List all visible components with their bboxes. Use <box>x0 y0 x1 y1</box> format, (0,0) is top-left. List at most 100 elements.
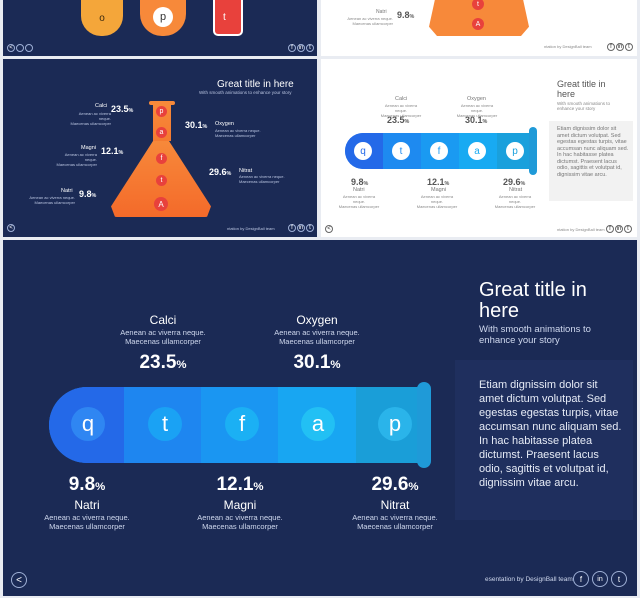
value-nitrat: 29.6% <box>371 474 419 495</box>
nav-home-icon[interactable] <box>16 44 24 52</box>
body-text: Etiam dignissim dolor sit amet dictum vo… <box>479 379 622 489</box>
facebook-icon[interactable]: f <box>607 43 615 51</box>
beaker-letter: o <box>94 10 110 26</box>
slide-thumb-tube-light[interactable]: Great title in here With smooth animation… <box>321 59 637 237</box>
slide-subtitle: With smooth animations to enhance your s… <box>199 90 292 95</box>
desc-calci: Aenean ac viverra neque. Maecenas ullamco… <box>70 111 111 126</box>
desc-natri: Aenean ac viverra neque. Maecenas ullamco… <box>29 195 75 205</box>
beaker-right: t <box>213 0 243 36</box>
nav-prev-icon[interactable]: < <box>7 224 15 232</box>
desc-nitrat: Aenean ac viverra neque. Maecenas ullamco… <box>494 194 536 209</box>
desc-nitrat: Aenean ac viverra neque. Maecenas ullamco… <box>352 513 438 531</box>
label-nitrat: Nitrat <box>380 498 410 512</box>
beaker-letter: t <box>223 12 226 23</box>
facebook-icon[interactable]: f <box>573 571 589 587</box>
desc-nitrat: Aenean ac viverra neque. Maecenas ullamco… <box>239 174 285 184</box>
tube-letter: a <box>468 142 486 160</box>
value-calci: 23.5% <box>111 104 134 114</box>
linkedin-icon[interactable]: in <box>592 571 608 587</box>
flask-letter: a <box>156 127 167 138</box>
value-oxygen: 30.1% <box>185 120 208 130</box>
label-magni: Magni <box>81 145 96 151</box>
linkedin-icon[interactable]: in <box>616 43 624 51</box>
label-oxygen: Oxygen <box>215 121 234 127</box>
facebook-icon[interactable]: f <box>288 44 296 52</box>
linkedin-icon[interactable]: in <box>615 225 623 233</box>
desc-oxygen: Aenean ac viverra neque. Maecenas ullamco… <box>274 328 360 346</box>
slide-subtitle: With smooth animations to enhance your st… <box>557 101 611 111</box>
desc-oxygen: Aenean ac viverra neque. Maecenas ullamco… <box>456 103 498 118</box>
label-magni: Magni <box>223 498 257 512</box>
tube-letter: a <box>301 407 335 441</box>
desc-natri: Aenean ac viverra neque. Maecenas ullamco… <box>44 513 130 531</box>
tube-letter: p <box>378 407 412 441</box>
tube-letter: q <box>71 407 105 441</box>
desc-natri: Aenean ac viverra neque. Maecenas ullamco… <box>347 16 393 26</box>
twitter-icon[interactable]: t <box>306 224 314 232</box>
label-oxygen: Oxygen <box>467 96 486 102</box>
facebook-icon[interactable]: f <box>288 224 296 232</box>
label-calci: Calci <box>395 96 408 102</box>
body-text: Etiam dignissim dolor sit amet dictum vo… <box>557 126 629 178</box>
flask-letter: A <box>154 197 168 211</box>
main-slide: Great title in here With smooth animation… <box>3 240 637 596</box>
label-oxygen: Oxygen <box>296 313 338 327</box>
slide-thumb-flask-light[interactable]: t A Natri 9.8% Aenean ac viverra neque. M… <box>321 0 637 56</box>
flask-letter: A <box>472 18 484 30</box>
value-nitrat: 29.6% <box>209 167 232 177</box>
slide-subtitle: With smooth animations to enhance your st… <box>479 324 591 346</box>
footer-credit: esentation by DesignBall team <box>485 576 573 583</box>
body-panel: Etiam dignissim dolor sit amet dictum vo… <box>455 360 633 520</box>
value-oxygen: 30.1% <box>293 352 341 373</box>
flask-letter: p <box>156 106 167 117</box>
value-oxygen: 30.1% <box>465 115 488 125</box>
slide-title: Great title in here <box>557 79 606 99</box>
facebook-icon[interactable]: f <box>606 225 614 233</box>
beaker-middle: p <box>140 0 186 36</box>
desc-magni: Aenean ac viverra neque. Maecenas ullamco… <box>416 194 458 209</box>
nav-prev-icon[interactable]: < <box>11 572 27 588</box>
beaker-left: o <box>81 0 123 36</box>
desc-magni: Aenean ac viverra neque. Maecenas ullamco… <box>197 513 283 531</box>
tube-letter: f <box>430 142 448 160</box>
twitter-icon[interactable]: t <box>625 43 633 51</box>
linkedin-icon[interactable]: in <box>297 224 305 232</box>
twitter-icon[interactable]: t <box>306 44 314 52</box>
label-magni: Magni <box>431 187 446 193</box>
label-natri: Natri <box>61 188 73 194</box>
linkedin-icon[interactable]: in <box>297 44 305 52</box>
label-nitrat: Nitrat <box>239 168 253 174</box>
label-nitrat: Nitrat <box>509 187 523 193</box>
value-magni: 12.1% <box>427 177 450 187</box>
flask-letter: t <box>472 0 484 10</box>
beaker-letter: p <box>153 7 173 27</box>
label-natri: Natri <box>353 187 365 193</box>
desc-oxygen: Aenean ac viverra neque. Maecenas ullamco… <box>215 128 261 138</box>
twitter-icon[interactable]: t <box>611 571 627 587</box>
value-natri: 9.8% <box>68 474 106 495</box>
footer-credit: ntation by DesignBall team <box>557 227 605 232</box>
tube-letter: t <box>392 142 410 160</box>
nav-prev-icon[interactable]: < <box>7 44 15 52</box>
slide-thumb-flask-dark[interactable]: Great title in here With smooth animatio… <box>3 59 317 237</box>
value-natri: 9.8% <box>351 177 369 187</box>
value-calci: 23.5% <box>139 352 187 373</box>
nav-next-icon[interactable] <box>25 44 33 52</box>
flask-letter: t <box>156 175 167 186</box>
tube-letter: t <box>148 407 182 441</box>
desc-calci: Aenean ac viverra neque. Maecenas ullamco… <box>120 328 206 346</box>
footer-credit: ntation by DesignBall team <box>227 226 275 231</box>
label-natri: Natri <box>74 498 100 512</box>
slide-title: Great title in here <box>217 79 294 90</box>
tube-letter: q <box>354 142 372 160</box>
label-natri: Natri <box>376 9 387 15</box>
slide-thumb-beakers[interactable]: o p t < f in t <box>3 0 317 56</box>
label-calci: Calci <box>95 103 108 109</box>
flask-letter: f <box>156 153 167 164</box>
twitter-icon[interactable]: t <box>624 225 632 233</box>
nav-prev-icon[interactable]: < <box>325 225 333 233</box>
value-nitrat: 29.6% <box>503 177 526 187</box>
body-panel: Etiam dignissim dolor sit amet dictum vo… <box>549 121 633 201</box>
value-magni: 12.1% <box>216 474 264 495</box>
